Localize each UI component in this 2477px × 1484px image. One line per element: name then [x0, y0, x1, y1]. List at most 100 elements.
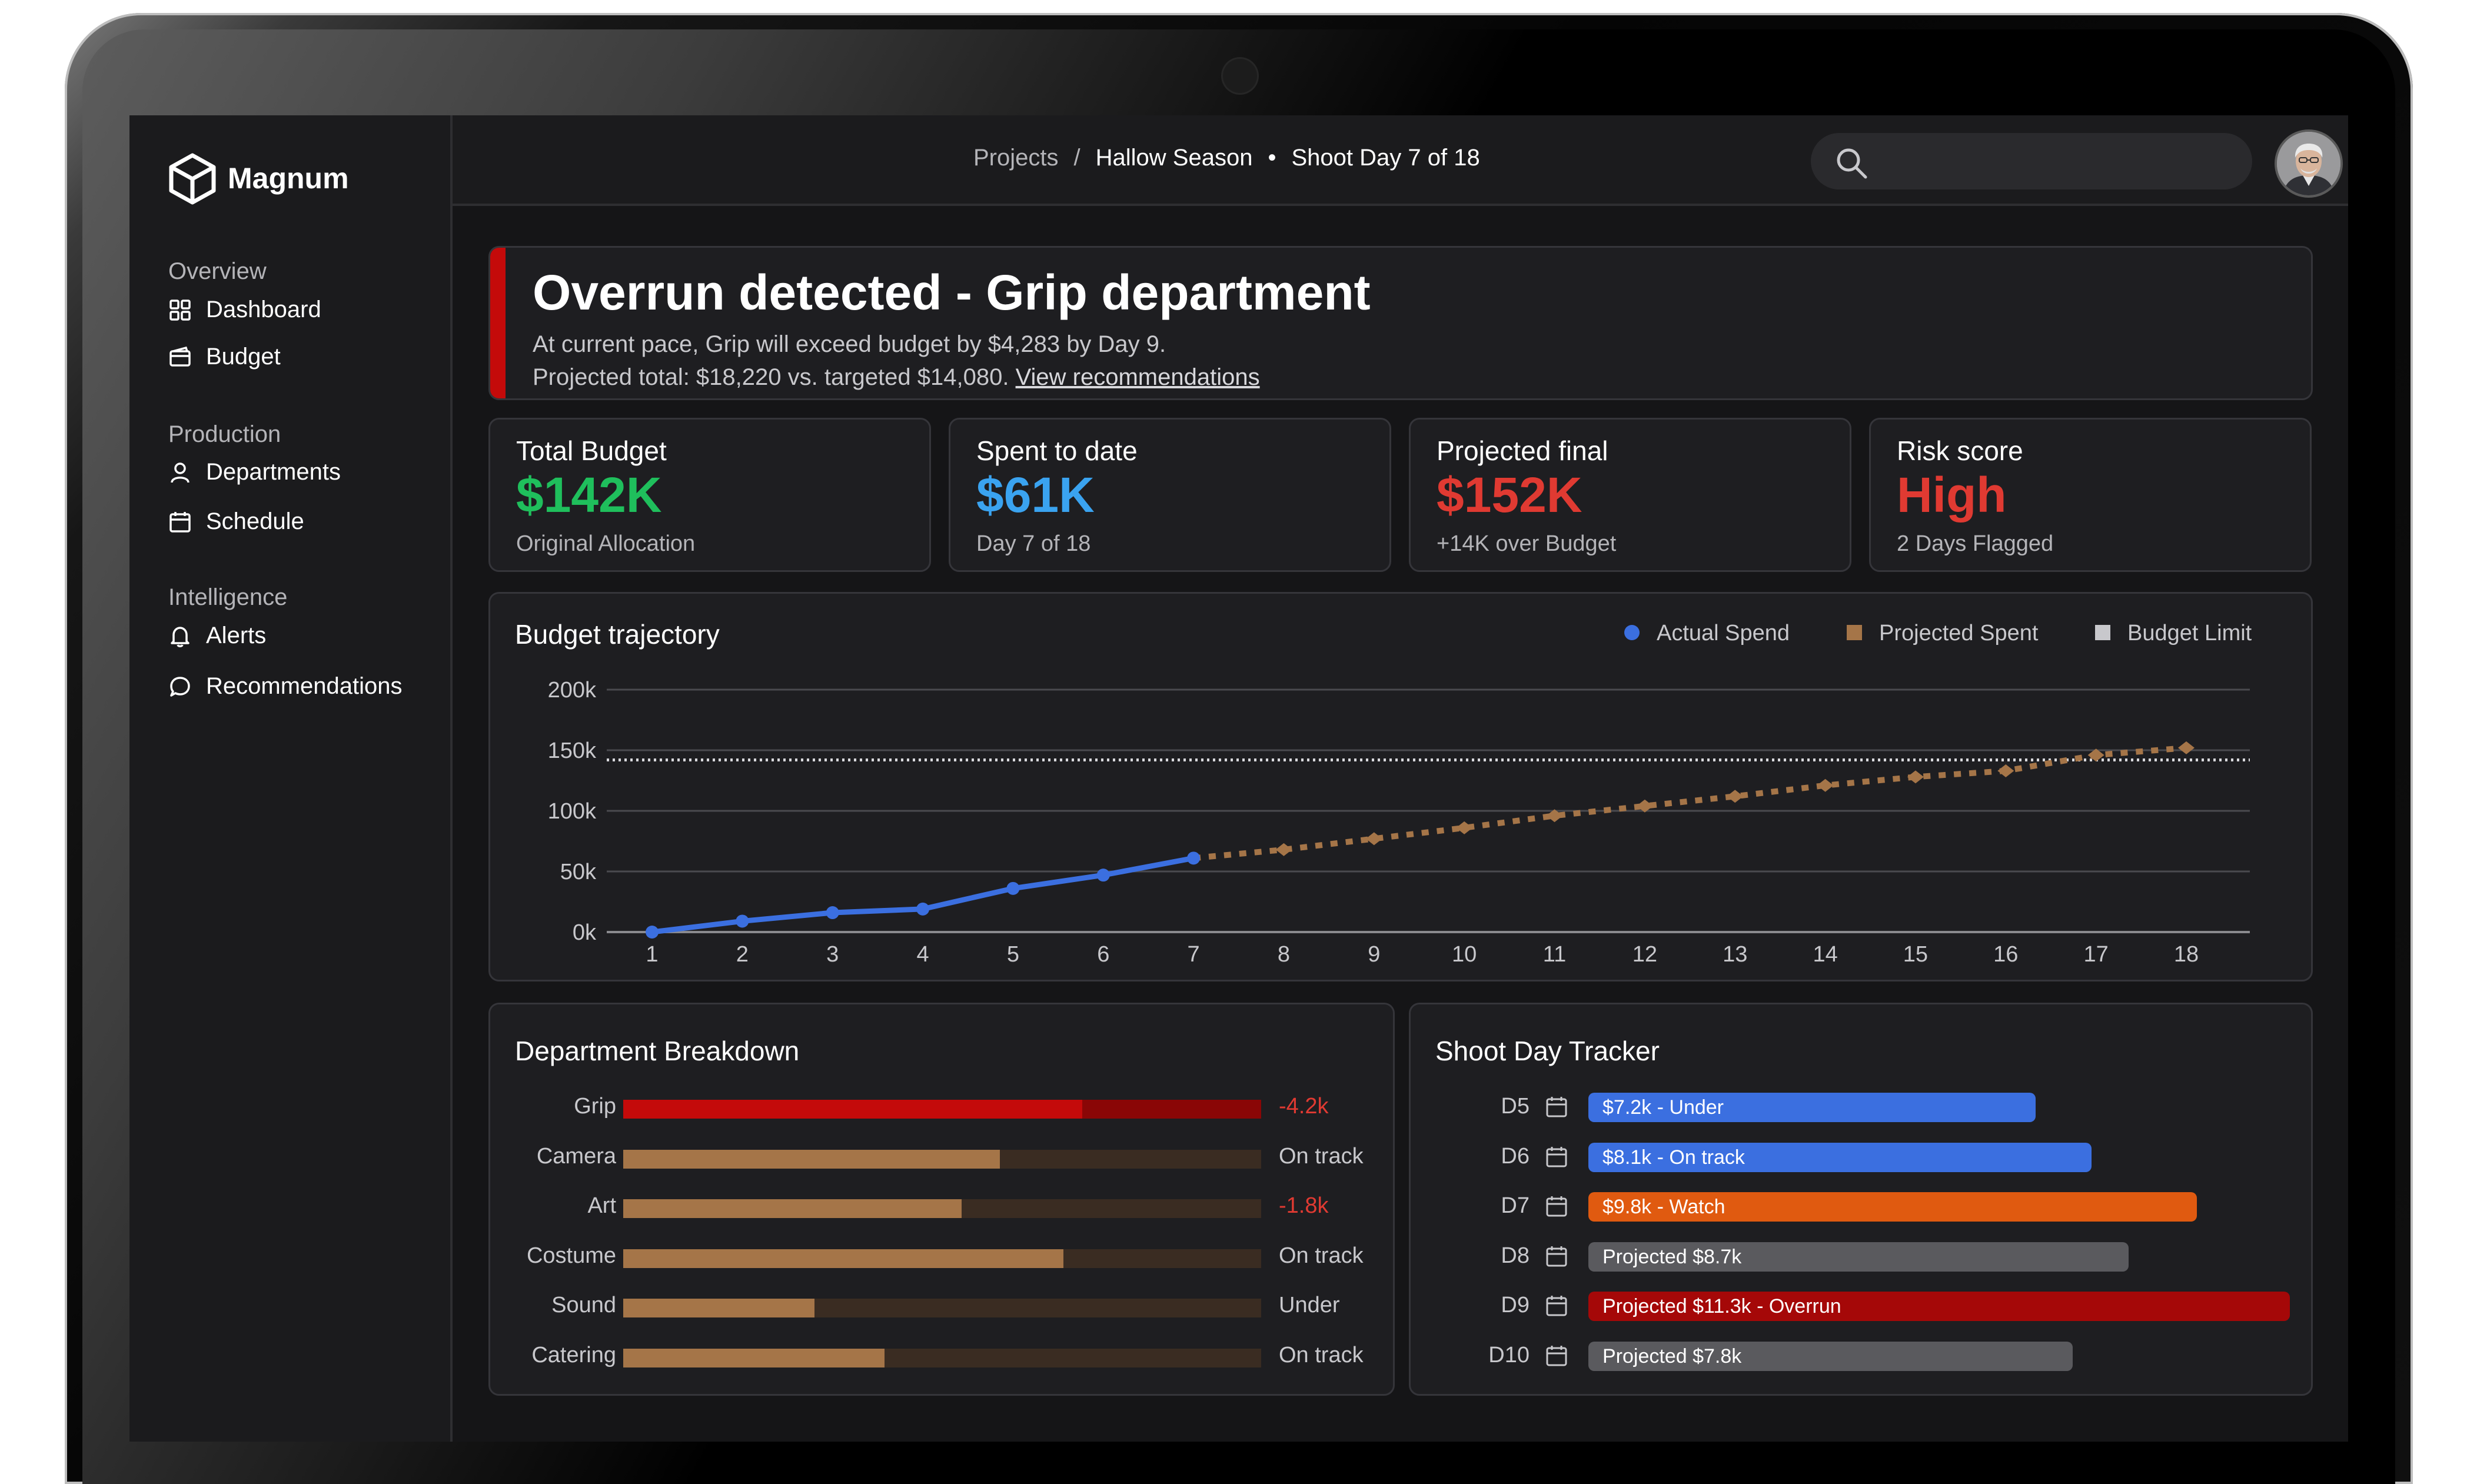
shoot-day-bar: Projected $7.8k	[1588, 1341, 2073, 1371]
y-tick-label: 150k	[548, 738, 597, 763]
department-bar-track	[623, 1249, 1261, 1268]
calendar-icon	[1546, 1345, 1567, 1366]
shoot-day-label: D10	[1488, 1342, 1530, 1367]
department-row[interactable]: Art -1.8k	[490, 1193, 1393, 1223]
app-window: Magnum Overview Dashboard Budget Product…	[129, 115, 2348, 1442]
department-row[interactable]: Costume On track	[490, 1243, 1393, 1273]
sidebar-item-label: Alerts	[206, 623, 267, 648]
department-bar-track	[623, 1348, 1261, 1367]
breadcrumb-project[interactable]: Hallow Season	[1095, 145, 1253, 171]
department-row[interactable]: Grip -4.2k	[490, 1094, 1393, 1123]
department-bar-track	[623, 1100, 1261, 1119]
shoot-day-bar: $9.8k - Watch	[1588, 1192, 2197, 1222]
kpi-subtext: Original Allocation	[516, 531, 696, 556]
top-bar: Projects / Hallow Season • Shoot Day 7 o…	[453, 115, 2348, 206]
actual-point	[1006, 881, 1020, 895]
legend-marker	[2095, 625, 2110, 640]
nav-group-overview: Overview	[168, 258, 267, 284]
x-tick-label: 2	[736, 942, 749, 967]
bell-icon	[171, 626, 189, 647]
department-bar-track	[623, 1149, 1261, 1169]
y-tick-label: 100k	[548, 799, 597, 824]
trajectory-title: Budget trajectory	[515, 619, 720, 650]
department-bar	[623, 1348, 885, 1367]
kpi-value: $152K	[1437, 467, 1582, 523]
shoot-day-label: D8	[1501, 1243, 1530, 1268]
projected-point	[1817, 778, 1834, 792]
projected-point	[2178, 741, 2195, 754]
department-row[interactable]: Catering On track	[490, 1343, 1393, 1372]
shoot-day-row[interactable]: D9 Projected $11.3k - Overrun	[1411, 1292, 2311, 1321]
shoot-day-bar: Projected $8.7k	[1588, 1242, 2129, 1272]
department-status: On track	[1279, 1243, 1364, 1268]
x-tick-label: 4	[916, 942, 929, 967]
y-tick-label: 0k	[573, 920, 597, 945]
projected-point	[1275, 843, 1292, 856]
department-bar-track	[623, 1199, 1261, 1218]
projected-spend-line	[1193, 744, 2187, 861]
projected-point	[1636, 799, 1653, 813]
shoot-day-row[interactable]: D5 $7.2k - Under	[1411, 1093, 2311, 1122]
calendar-icon	[1546, 1196, 1567, 1217]
kpi-label: Projected final	[1437, 435, 1608, 466]
avatar[interactable]	[2277, 132, 2340, 195]
department-bar-track	[623, 1299, 1261, 1317]
budget-trajectory-card: Budget trajectory 0k 50k 100k 150k 200k 1 2 3 4 5…	[488, 592, 2313, 981]
alert-title: Overrun detected - Grip department	[533, 265, 1371, 320]
sidebar-item-budget[interactable]: Budget	[168, 344, 281, 370]
x-tick-label: 17	[2084, 942, 2109, 967]
breadcrumb-separator: /	[1073, 145, 1080, 171]
department-name: Costume	[526, 1243, 616, 1268]
sidebar-item-schedule[interactable]: Schedule	[168, 508, 304, 535]
shoot-day-label: D7	[1501, 1193, 1530, 1218]
breadcrumb-projects[interactable]: Projects	[973, 145, 1059, 171]
actual-point	[826, 906, 839, 920]
sidebar-item-recommendations[interactable]: Recommendations	[168, 673, 403, 700]
view-recommendations-link[interactable]: View recommendations	[1015, 364, 1260, 390]
department-status: Under	[1279, 1293, 1340, 1317]
department-row[interactable]: Sound Under	[490, 1293, 1393, 1322]
shoot-day-row[interactable]: D7 $9.8k - Watch	[1411, 1192, 2311, 1222]
shoot-day-row[interactable]: D10 Projected $7.8k	[1411, 1341, 2311, 1371]
kpi-risk-score: Risk score High 2 Days Flagged	[1869, 418, 2312, 572]
kpi-label: Risk score	[1897, 435, 2023, 466]
calendar-icon	[1546, 1097, 1567, 1117]
projected-point	[1546, 809, 1563, 823]
x-tick-label: 6	[1097, 942, 1109, 967]
shoot-day-row[interactable]: D8 Projected $8.7k	[1411, 1242, 2311, 1272]
wallet-icon	[169, 346, 191, 367]
shoot-day-tracker-title: Shoot Day Tracker	[1435, 1036, 1660, 1066]
shoot-day-row[interactable]: D6 $8.1k - On track	[1411, 1142, 2311, 1172]
shoot-day-bar: $7.2k - Under	[1588, 1093, 2036, 1122]
alert-message: At current pace, Grip will exceed budget…	[533, 331, 1166, 357]
department-name: Art	[587, 1193, 616, 1218]
kpi-label: Spent to date	[976, 435, 1138, 466]
nav-group-production: Production	[168, 421, 281, 447]
kpi-total-budget: Total Budget $142K Original Allocation	[488, 418, 931, 572]
cube-logo-icon	[169, 153, 216, 205]
legend-marker	[1624, 625, 1640, 640]
sidebar-item-label: Departments	[206, 459, 341, 485]
department-row[interactable]: Camera On track	[490, 1144, 1393, 1173]
x-tick-label: 14	[1813, 942, 1837, 967]
search-input[interactable]	[1811, 133, 2252, 189]
sidebar-item-label: Dashboard	[206, 297, 321, 322]
sidebar-item-alerts[interactable]: Alerts	[168, 623, 266, 649]
department-bar	[623, 1199, 962, 1218]
x-tick-label: 10	[1452, 942, 1477, 967]
sidebar-item-departments[interactable]: Departments	[168, 459, 341, 485]
legend-marker	[1847, 625, 1862, 640]
kpi-value: $142K	[516, 467, 662, 523]
department-bar	[623, 1100, 1083, 1119]
department-bar	[623, 1249, 1063, 1268]
y-tick-label: 200k	[548, 678, 597, 703]
brand[interactable]: Magnum	[168, 152, 349, 205]
sidebar-item-dashboard[interactable]: Dashboard	[168, 297, 321, 323]
actual-spend-line	[651, 855, 1194, 935]
department-bar	[623, 1149, 1000, 1169]
department-bar	[623, 1299, 815, 1317]
department-name: Camera	[536, 1143, 616, 1169]
y-tick-label: 50k	[560, 860, 597, 884]
legend-label: Budget Limit	[2127, 621, 2252, 645]
department-status: -4.2k	[1279, 1094, 1329, 1119]
